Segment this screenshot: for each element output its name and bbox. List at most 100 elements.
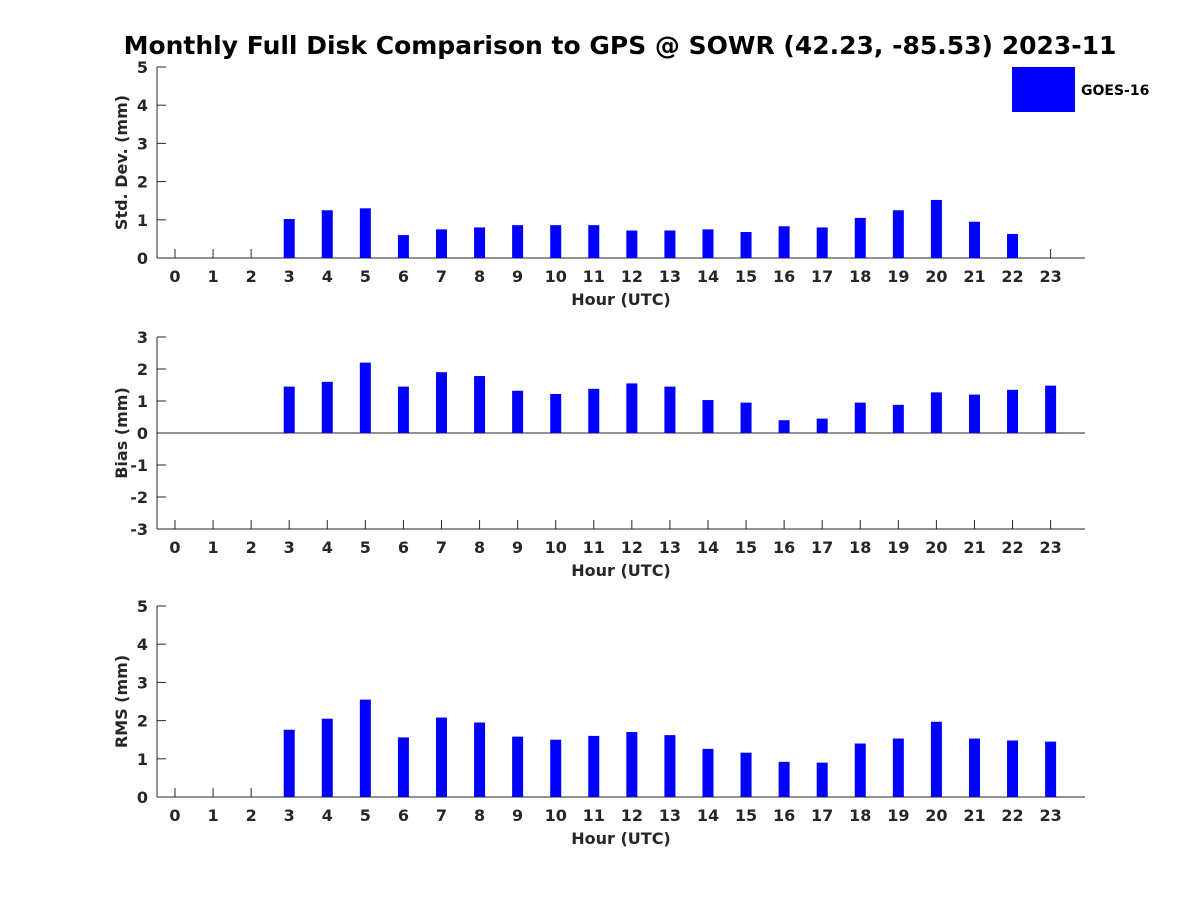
y-tick-label: 0: [137, 249, 148, 268]
y-tick-label: 0: [137, 788, 148, 807]
bar: [1045, 385, 1057, 433]
bar: [512, 390, 524, 433]
x-tick-label: 22: [1001, 267, 1023, 286]
x-tick-label: 8: [474, 806, 485, 825]
x-tick-label: 20: [925, 806, 947, 825]
bar: [283, 386, 295, 433]
y-tick-label: 3: [137, 673, 148, 692]
bar: [702, 748, 714, 797]
x-axis-label: Hour (UTC): [571, 829, 671, 848]
bar: [968, 394, 980, 433]
bar: [626, 732, 638, 797]
x-tick-label: 0: [169, 267, 180, 286]
x-tick-label: 10: [545, 267, 567, 286]
x-tick-label: 23: [1039, 538, 1061, 557]
x-tick-label: 17: [811, 806, 833, 825]
bar: [930, 721, 942, 797]
y-tick-label: 5: [137, 597, 148, 616]
y-tick-label: 4: [137, 96, 148, 115]
x-tick-label: 4: [322, 538, 333, 557]
bar: [740, 232, 752, 258]
y-tick-label: 1: [137, 750, 148, 769]
x-tick-label: 23: [1039, 806, 1061, 825]
legend-label: GOES-16: [1081, 83, 1149, 99]
x-tick-label: 13: [659, 538, 681, 557]
x-axis-label: Hour (UTC): [571, 290, 671, 309]
legend-swatch: [1012, 67, 1075, 112]
bar: [892, 210, 904, 258]
bar: [778, 420, 790, 433]
y-axis-label: Bias (mm): [112, 387, 131, 479]
y-tick-label: -3: [130, 520, 148, 539]
bar: [740, 752, 752, 797]
x-tick-label: 16: [773, 538, 795, 557]
x-tick-label: 3: [284, 267, 295, 286]
x-tick-label: 0: [169, 538, 180, 557]
x-tick-label: 15: [735, 538, 757, 557]
bar: [359, 208, 371, 258]
bar: [816, 762, 828, 797]
bar: [474, 722, 486, 797]
bar: [550, 393, 562, 433]
x-tick-label: 14: [697, 806, 719, 825]
bar: [1007, 389, 1019, 433]
y-tick-label: 1: [137, 211, 148, 230]
x-tick-label: 14: [697, 267, 719, 286]
x-tick-label: 1: [207, 806, 218, 825]
y-tick-label: 2: [137, 712, 148, 731]
x-tick-label: 5: [360, 267, 371, 286]
bar: [435, 372, 447, 433]
bar: [588, 735, 600, 797]
y-tick-label: 5: [137, 58, 148, 77]
bar: [435, 229, 447, 258]
bar: [930, 392, 942, 433]
x-tick-label: 22: [1001, 806, 1023, 825]
bar: [968, 221, 980, 258]
x-tick-label: 3: [284, 538, 295, 557]
bar: [359, 362, 371, 433]
x-tick-label: 15: [735, 806, 757, 825]
bar: [892, 404, 904, 433]
x-tick-label: 1: [207, 267, 218, 286]
x-tick-label: 11: [583, 267, 605, 286]
bar: [854, 217, 866, 258]
x-tick-label: 4: [322, 806, 333, 825]
bar: [512, 225, 524, 258]
bar: [664, 230, 676, 258]
bar: [397, 386, 409, 433]
x-tick-label: 16: [773, 806, 795, 825]
x-tick-label: 5: [360, 538, 371, 557]
x-tick-label: 9: [512, 806, 523, 825]
x-tick-label: 10: [545, 806, 567, 825]
bar: [854, 743, 866, 797]
y-tick-label: 3: [137, 328, 148, 347]
x-tick-label: 11: [583, 806, 605, 825]
bar: [664, 386, 676, 433]
bar: [321, 718, 333, 797]
x-tick-label: 19: [887, 267, 909, 286]
y-axis-label: RMS (mm): [112, 655, 131, 748]
bar: [740, 402, 752, 433]
x-tick-label: 23: [1039, 267, 1061, 286]
bar: [816, 418, 828, 433]
bar: [626, 383, 638, 433]
x-tick-label: 9: [512, 538, 523, 557]
legend: GOES-16: [1012, 67, 1149, 112]
x-tick-label: 10: [545, 538, 567, 557]
x-tick-label: 8: [474, 267, 485, 286]
y-tick-label: 4: [137, 635, 148, 654]
x-tick-label: 8: [474, 538, 485, 557]
x-tick-label: 12: [621, 267, 643, 286]
bar: [664, 735, 676, 797]
x-tick-label: 4: [322, 267, 333, 286]
x-tick-label: 9: [512, 267, 523, 286]
x-tick-label: 6: [398, 806, 409, 825]
bar: [816, 227, 828, 258]
bar: [588, 388, 600, 433]
bar: [435, 717, 447, 797]
bar: [397, 737, 409, 797]
